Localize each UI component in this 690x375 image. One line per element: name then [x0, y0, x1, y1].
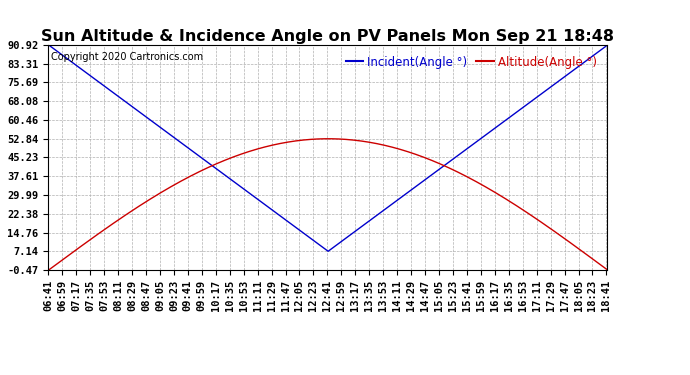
- Text: Copyright 2020 Cartronics.com: Copyright 2020 Cartronics.com: [51, 52, 204, 62]
- Legend: Incident(Angle °), Altitude(Angle °): Incident(Angle °), Altitude(Angle °): [341, 51, 601, 74]
- Title: Sun Altitude & Incidence Angle on PV Panels Mon Sep 21 18:48: Sun Altitude & Incidence Angle on PV Pan…: [41, 29, 614, 44]
